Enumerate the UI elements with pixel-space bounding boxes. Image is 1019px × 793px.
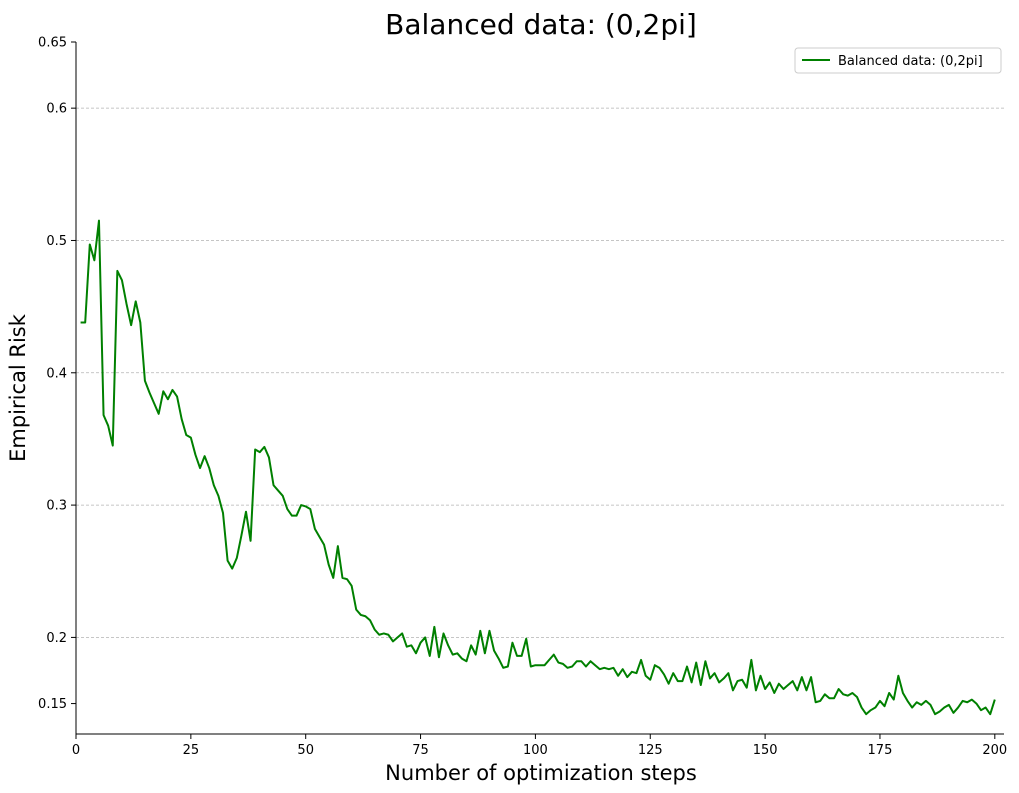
y-axis-label: Empirical Risk: [6, 313, 30, 462]
legend: Balanced data: (0,2pi]: [794, 47, 1002, 74]
x-tick-label: 100: [523, 743, 548, 758]
chart-title: Balanced data: (0,2pi]: [385, 8, 697, 41]
y-tick-label: 0.2: [46, 631, 67, 646]
x-tick-label: 200: [982, 743, 1007, 758]
legend-box: [794, 47, 1002, 74]
x-tick-label: 25: [183, 743, 200, 758]
x-tick-label: 0: [72, 743, 80, 758]
y-tick-label: 0.3: [46, 499, 67, 514]
legend-label: Balanced data: (0,2pi]: [838, 54, 983, 69]
series-line: [80, 219, 996, 716]
y-tick-label: 0.5: [46, 234, 67, 249]
x-axis-label: Number of optimization steps: [385, 761, 697, 785]
axes: [75, 42, 1004, 735]
y-tick-label: 0.65: [38, 36, 67, 51]
series-layer: [80, 219, 996, 716]
x-tick-label: 50: [297, 743, 314, 758]
x-tick-label: 175: [868, 743, 893, 758]
x-tick-label: 125: [638, 743, 663, 758]
y-tick-label: 0.6: [46, 102, 67, 117]
x-tick-label: 150: [753, 743, 778, 758]
y-ticks: 0.15 0.2 0.3 0.4 0.5 0.6 0.65: [38, 36, 76, 712]
x-tick-label: 75: [412, 743, 429, 758]
x-ticks: 0 25 50 75 100 125 150 175 200: [72, 734, 1007, 758]
grid-lines: [76, 107, 1004, 638]
y-tick-label: 0.4: [46, 366, 67, 381]
y-tick-label: 0.15: [38, 697, 67, 712]
